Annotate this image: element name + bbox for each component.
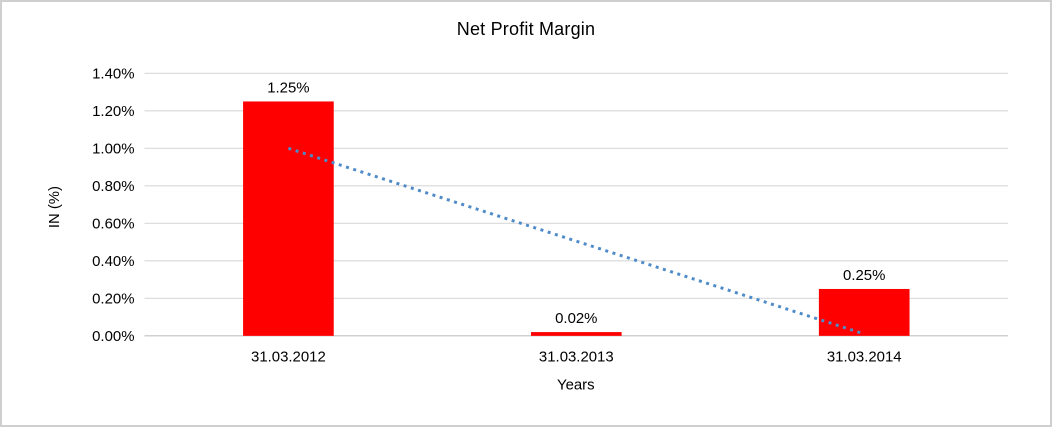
y-tick-label: 0.00% xyxy=(92,329,134,345)
y-tick-label: 0.60% xyxy=(92,216,134,232)
trendline xyxy=(287,146,865,336)
x-category-label: 31.03.2013 xyxy=(539,350,614,366)
y-tick-label: 1.40% xyxy=(92,66,134,82)
x-axis-title: Years xyxy=(557,377,595,393)
bar-value-label: 1.25% xyxy=(267,81,309,97)
bar-value-label: 0.25% xyxy=(843,268,885,284)
y-tick-label: 1.00% xyxy=(92,141,134,157)
bar xyxy=(530,332,622,336)
bar xyxy=(818,288,910,336)
y-tick-label: 0.40% xyxy=(92,254,134,270)
y-tick-label: 0.20% xyxy=(92,291,134,307)
bar-value-label: 0.02% xyxy=(555,311,597,327)
bar xyxy=(243,101,334,336)
x-category-label: 31.03.2014 xyxy=(827,350,902,366)
x-category-label: 31.03.2012 xyxy=(251,350,326,366)
y-tick-label: 1.20% xyxy=(92,104,134,120)
y-tick-label: 0.80% xyxy=(92,179,134,195)
chart-title: Net Profit Margin xyxy=(456,19,596,39)
y-axis-title: IN (%) xyxy=(47,186,63,228)
